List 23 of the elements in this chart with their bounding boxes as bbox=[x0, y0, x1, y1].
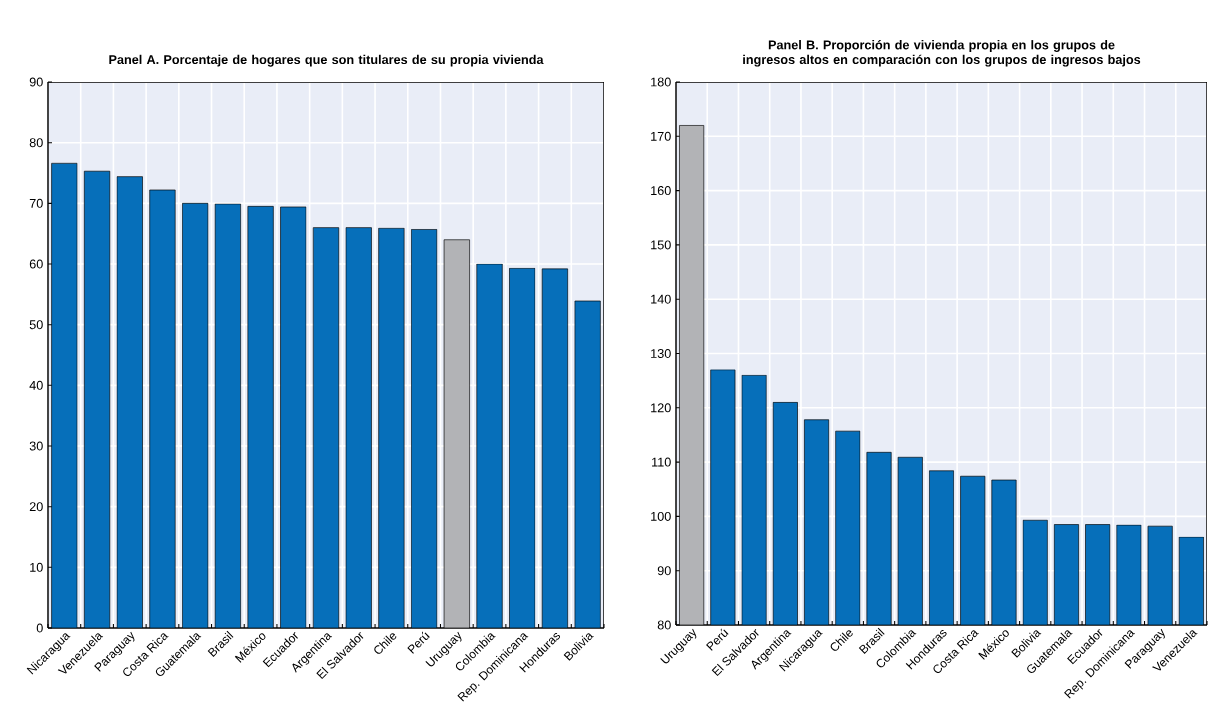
y-tick-label: 90 bbox=[29, 77, 43, 87]
y-tick-label: 100 bbox=[651, 511, 671, 521]
y-tick-label: 90 bbox=[657, 566, 671, 576]
y-tick-label: 150 bbox=[651, 240, 671, 250]
y-tick-label: 60 bbox=[29, 259, 43, 269]
y-tick-label: 10 bbox=[30, 562, 43, 572]
y-tick-label: 40 bbox=[29, 380, 43, 390]
y-tick-label: 160 bbox=[651, 186, 671, 196]
y-tick-label: 0 bbox=[36, 623, 43, 633]
y-tick-label: 120 bbox=[651, 403, 671, 413]
y-tick-label: 140 bbox=[651, 294, 671, 304]
y-tick-label: 80 bbox=[657, 620, 671, 630]
y-tick-label: 70 bbox=[29, 198, 43, 208]
y-tick-label: 30 bbox=[29, 441, 43, 451]
y-tick-label: 110 bbox=[652, 457, 671, 467]
y-tick-label: 130 bbox=[651, 349, 671, 358]
y-tick-label: 50 bbox=[29, 320, 43, 330]
y-tick-label: 180 bbox=[651, 77, 671, 87]
y-tick-label: 20 bbox=[29, 502, 43, 512]
chart-title: Panel B. Proporción de vivienda propia en los grupos de ingresos altos en comparación con los grupos de ingresos bajos bbox=[743, 39, 1141, 67]
chart-title: Panel A. Porcentaje de hogares que son titulares de su propia vivienda bbox=[109, 54, 544, 67]
y-tick-label: 170 bbox=[651, 131, 671, 141]
y-tick-label: 80 bbox=[29, 138, 43, 148]
